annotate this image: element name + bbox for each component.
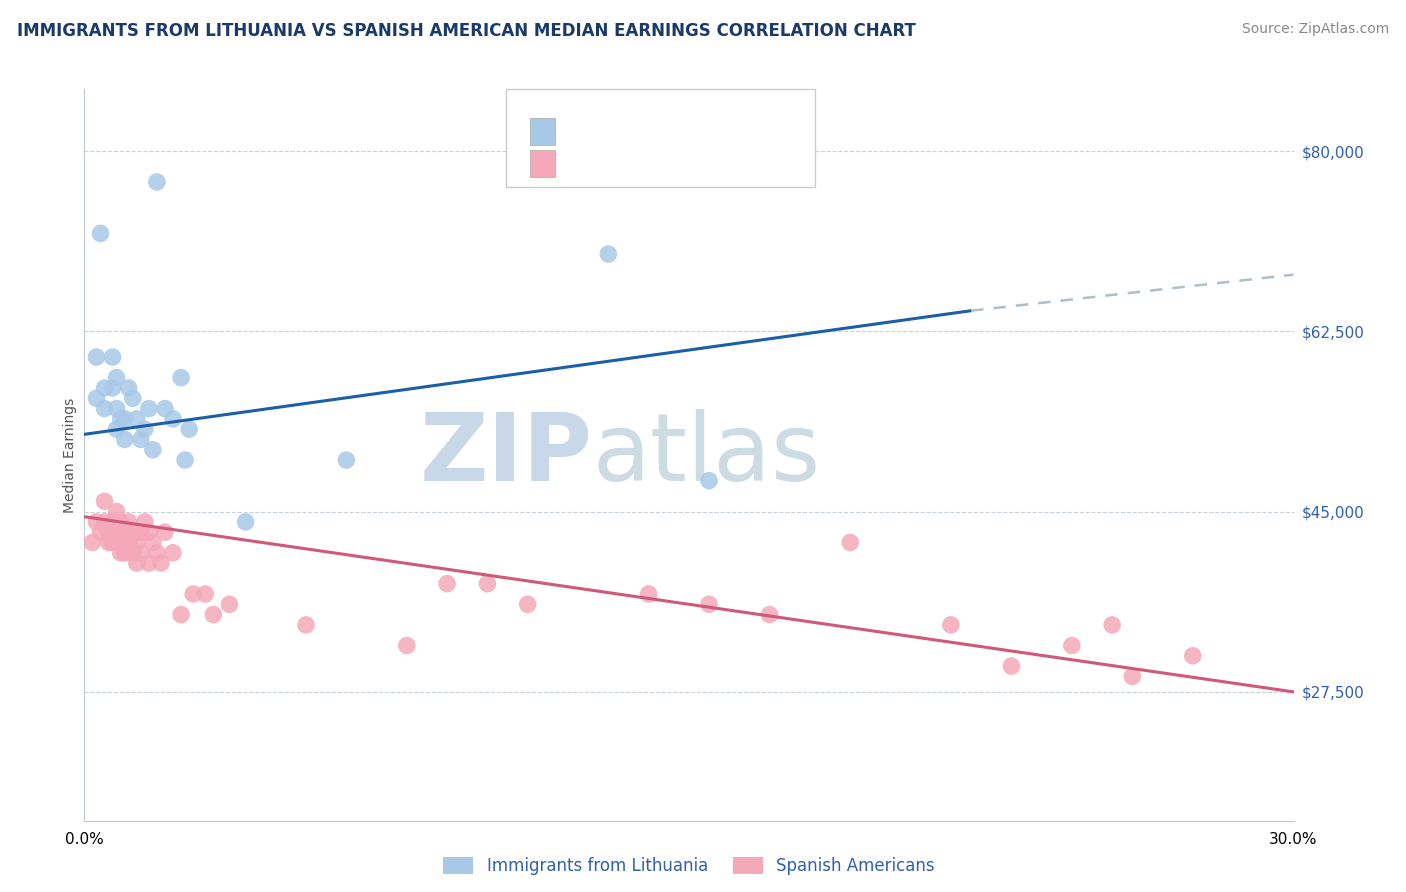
Point bbox=[93, 401, 115, 416]
Text: IMMIGRANTS FROM LITHUANIA VS SPANISH AMERICAN MEDIAN EARNINGS CORRELATION CHART: IMMIGRANTS FROM LITHUANIA VS SPANISH AME… bbox=[17, 22, 915, 40]
Point bbox=[118, 381, 141, 395]
Point bbox=[142, 535, 165, 549]
Point bbox=[93, 515, 115, 529]
Point bbox=[114, 525, 136, 540]
Point bbox=[146, 175, 169, 189]
Point bbox=[598, 247, 620, 261]
Point bbox=[179, 422, 201, 436]
Point bbox=[235, 515, 257, 529]
Point bbox=[181, 587, 204, 601]
Point bbox=[436, 576, 458, 591]
Point bbox=[637, 587, 659, 601]
Point bbox=[105, 370, 128, 384]
Point bbox=[170, 370, 193, 384]
Point bbox=[162, 546, 184, 560]
Point bbox=[129, 525, 152, 540]
Point bbox=[105, 422, 128, 436]
Point bbox=[86, 350, 108, 364]
Point bbox=[125, 535, 148, 549]
Point bbox=[89, 525, 111, 540]
Point bbox=[114, 412, 136, 426]
Point bbox=[138, 401, 160, 416]
Point bbox=[89, 227, 111, 241]
Point bbox=[114, 433, 136, 447]
Point bbox=[110, 546, 132, 560]
Point bbox=[134, 515, 156, 529]
Point bbox=[101, 515, 124, 529]
Point bbox=[218, 597, 240, 611]
Point bbox=[146, 546, 169, 560]
Point bbox=[138, 525, 160, 540]
Point bbox=[97, 525, 120, 540]
Point bbox=[1101, 618, 1123, 632]
Point bbox=[697, 597, 720, 611]
Point bbox=[82, 535, 104, 549]
Point bbox=[839, 535, 862, 549]
Point bbox=[121, 391, 143, 405]
Point bbox=[174, 453, 197, 467]
Point bbox=[121, 525, 143, 540]
Point bbox=[149, 556, 172, 570]
Text: R = -0.324   N = 52: R = -0.324 N = 52 bbox=[567, 154, 737, 172]
Point bbox=[138, 556, 160, 570]
Point bbox=[129, 433, 152, 447]
Point bbox=[516, 597, 538, 611]
Point bbox=[101, 535, 124, 549]
Text: atlas: atlas bbox=[592, 409, 821, 501]
Y-axis label: Median Earnings: Median Earnings bbox=[63, 397, 77, 513]
Point bbox=[1060, 639, 1083, 653]
Point bbox=[129, 546, 152, 560]
Point bbox=[758, 607, 780, 622]
Text: ZIP: ZIP bbox=[419, 409, 592, 501]
Point bbox=[142, 442, 165, 457]
Point bbox=[86, 515, 108, 529]
Text: R =  0.182   N = 30: R = 0.182 N = 30 bbox=[567, 122, 737, 140]
Point bbox=[697, 474, 720, 488]
Point bbox=[114, 546, 136, 560]
Point bbox=[114, 535, 136, 549]
Point bbox=[110, 412, 132, 426]
Point bbox=[295, 618, 318, 632]
Point bbox=[93, 494, 115, 508]
Legend: Immigrants from Lithuania, Spanish Americans: Immigrants from Lithuania, Spanish Ameri… bbox=[436, 850, 942, 882]
Point bbox=[939, 618, 962, 632]
Point bbox=[101, 350, 124, 364]
Point bbox=[110, 515, 132, 529]
Point bbox=[170, 607, 193, 622]
Point bbox=[1181, 648, 1204, 663]
Point bbox=[105, 505, 128, 519]
Point bbox=[105, 525, 128, 540]
Point bbox=[153, 401, 176, 416]
Point bbox=[105, 401, 128, 416]
Point bbox=[477, 576, 499, 591]
Point bbox=[162, 412, 184, 426]
Point bbox=[202, 607, 225, 622]
Point bbox=[395, 639, 418, 653]
Point bbox=[118, 515, 141, 529]
Point bbox=[1000, 659, 1022, 673]
Point bbox=[93, 381, 115, 395]
Point bbox=[335, 453, 357, 467]
Text: Source: ZipAtlas.com: Source: ZipAtlas.com bbox=[1241, 22, 1389, 37]
Point bbox=[194, 587, 217, 601]
Point bbox=[86, 391, 108, 405]
Point bbox=[101, 381, 124, 395]
Point bbox=[118, 535, 141, 549]
Point bbox=[121, 546, 143, 560]
Point bbox=[134, 422, 156, 436]
Point bbox=[125, 412, 148, 426]
Point bbox=[125, 556, 148, 570]
Point bbox=[1121, 669, 1143, 683]
Point bbox=[97, 535, 120, 549]
Point bbox=[153, 525, 176, 540]
